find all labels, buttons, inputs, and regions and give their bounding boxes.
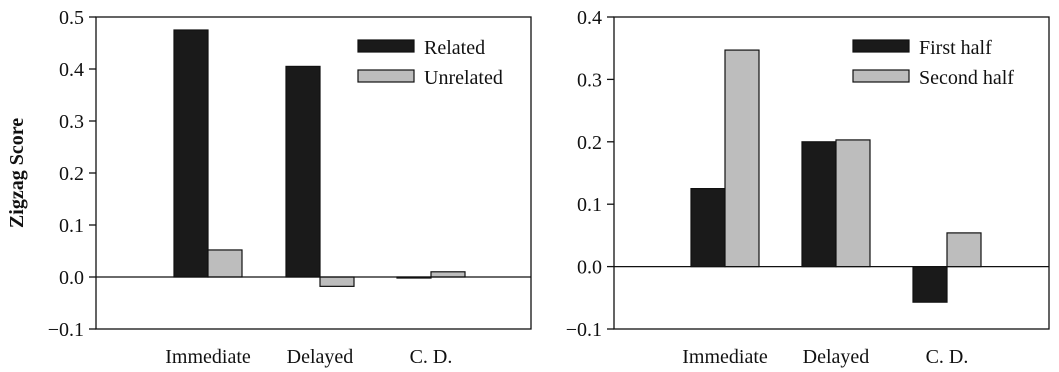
y-tick-label: −0.1 — [566, 319, 602, 341]
y-tick-label: 0.4 — [59, 59, 84, 81]
x-category-label: Delayed — [287, 346, 354, 368]
bar-unrelated-delayed — [319, 276, 355, 287]
x-category-label: C. D. — [926, 346, 969, 368]
legend-label: First half — [919, 37, 992, 59]
bar-unrelated-immediate — [207, 249, 243, 278]
y-tick-label: −0.1 — [48, 319, 84, 341]
y-tick-label: 0.1 — [577, 194, 602, 216]
legend-swatch — [852, 39, 910, 53]
y-tick-label: 0.4 — [577, 7, 602, 29]
bar-related-immediate — [173, 29, 209, 278]
x-category-label: C. D. — [410, 346, 453, 368]
y-tick-label: 0.0 — [59, 267, 84, 289]
legend-swatch — [357, 39, 415, 53]
bar-unrelated-c-d — [430, 271, 466, 278]
y-tick-label: 0.0 — [577, 257, 602, 279]
axes-frame — [613, 16, 1050, 330]
x-category-label: Immediate — [165, 346, 251, 368]
x-category-label: Immediate — [682, 346, 768, 368]
legend-swatch — [852, 69, 910, 83]
y-tick-label: 0.1 — [59, 215, 84, 237]
bar-second-half-immediate — [724, 49, 760, 268]
bar-second-half-delayed — [835, 139, 871, 268]
y-tick-label: 0.5 — [59, 7, 84, 29]
y-tick-label: 0.3 — [577, 69, 602, 91]
bar-first-half-immediate — [690, 188, 726, 268]
y-tick-label: 0.3 — [59, 111, 84, 133]
bar-first-half-delayed — [801, 141, 837, 268]
bar-second-half-c-d — [946, 232, 982, 268]
legend-label: Unrelated — [424, 67, 503, 89]
x-category-label: Delayed — [803, 346, 870, 368]
chart-panel-left: −0.1 0.0 0.1 0.2 0.3 0.4 0.5 Immediate Delayed C.… — [6, 7, 532, 368]
bar-related-delayed — [285, 65, 321, 278]
y-tick-label: 0.2 — [577, 132, 602, 154]
legend-swatch — [357, 69, 415, 83]
y-tick-label: 0.2 — [59, 163, 84, 185]
legend-label: Related — [424, 37, 485, 59]
chart-panel-right: −0.1 0.0 0.1 0.2 0.3 0.4 Immediate Delayed C. D.… — [566, 7, 1050, 368]
legend-label: Second half — [919, 67, 1014, 89]
bar-first-half-c-d — [912, 266, 948, 303]
y-axis-label: Zigzag Score — [6, 118, 28, 228]
